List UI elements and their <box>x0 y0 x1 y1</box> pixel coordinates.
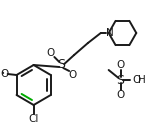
Text: O: O <box>68 70 76 80</box>
Text: O: O <box>1 69 9 79</box>
Text: O: O <box>46 48 55 58</box>
Text: O: O <box>116 90 125 100</box>
Text: S: S <box>57 58 65 72</box>
Text: Cl: Cl <box>28 114 39 124</box>
Text: N: N <box>106 28 114 38</box>
Text: O: O <box>132 75 141 85</box>
Text: S: S <box>117 73 124 87</box>
Text: H: H <box>138 75 146 85</box>
Text: O: O <box>116 60 125 70</box>
